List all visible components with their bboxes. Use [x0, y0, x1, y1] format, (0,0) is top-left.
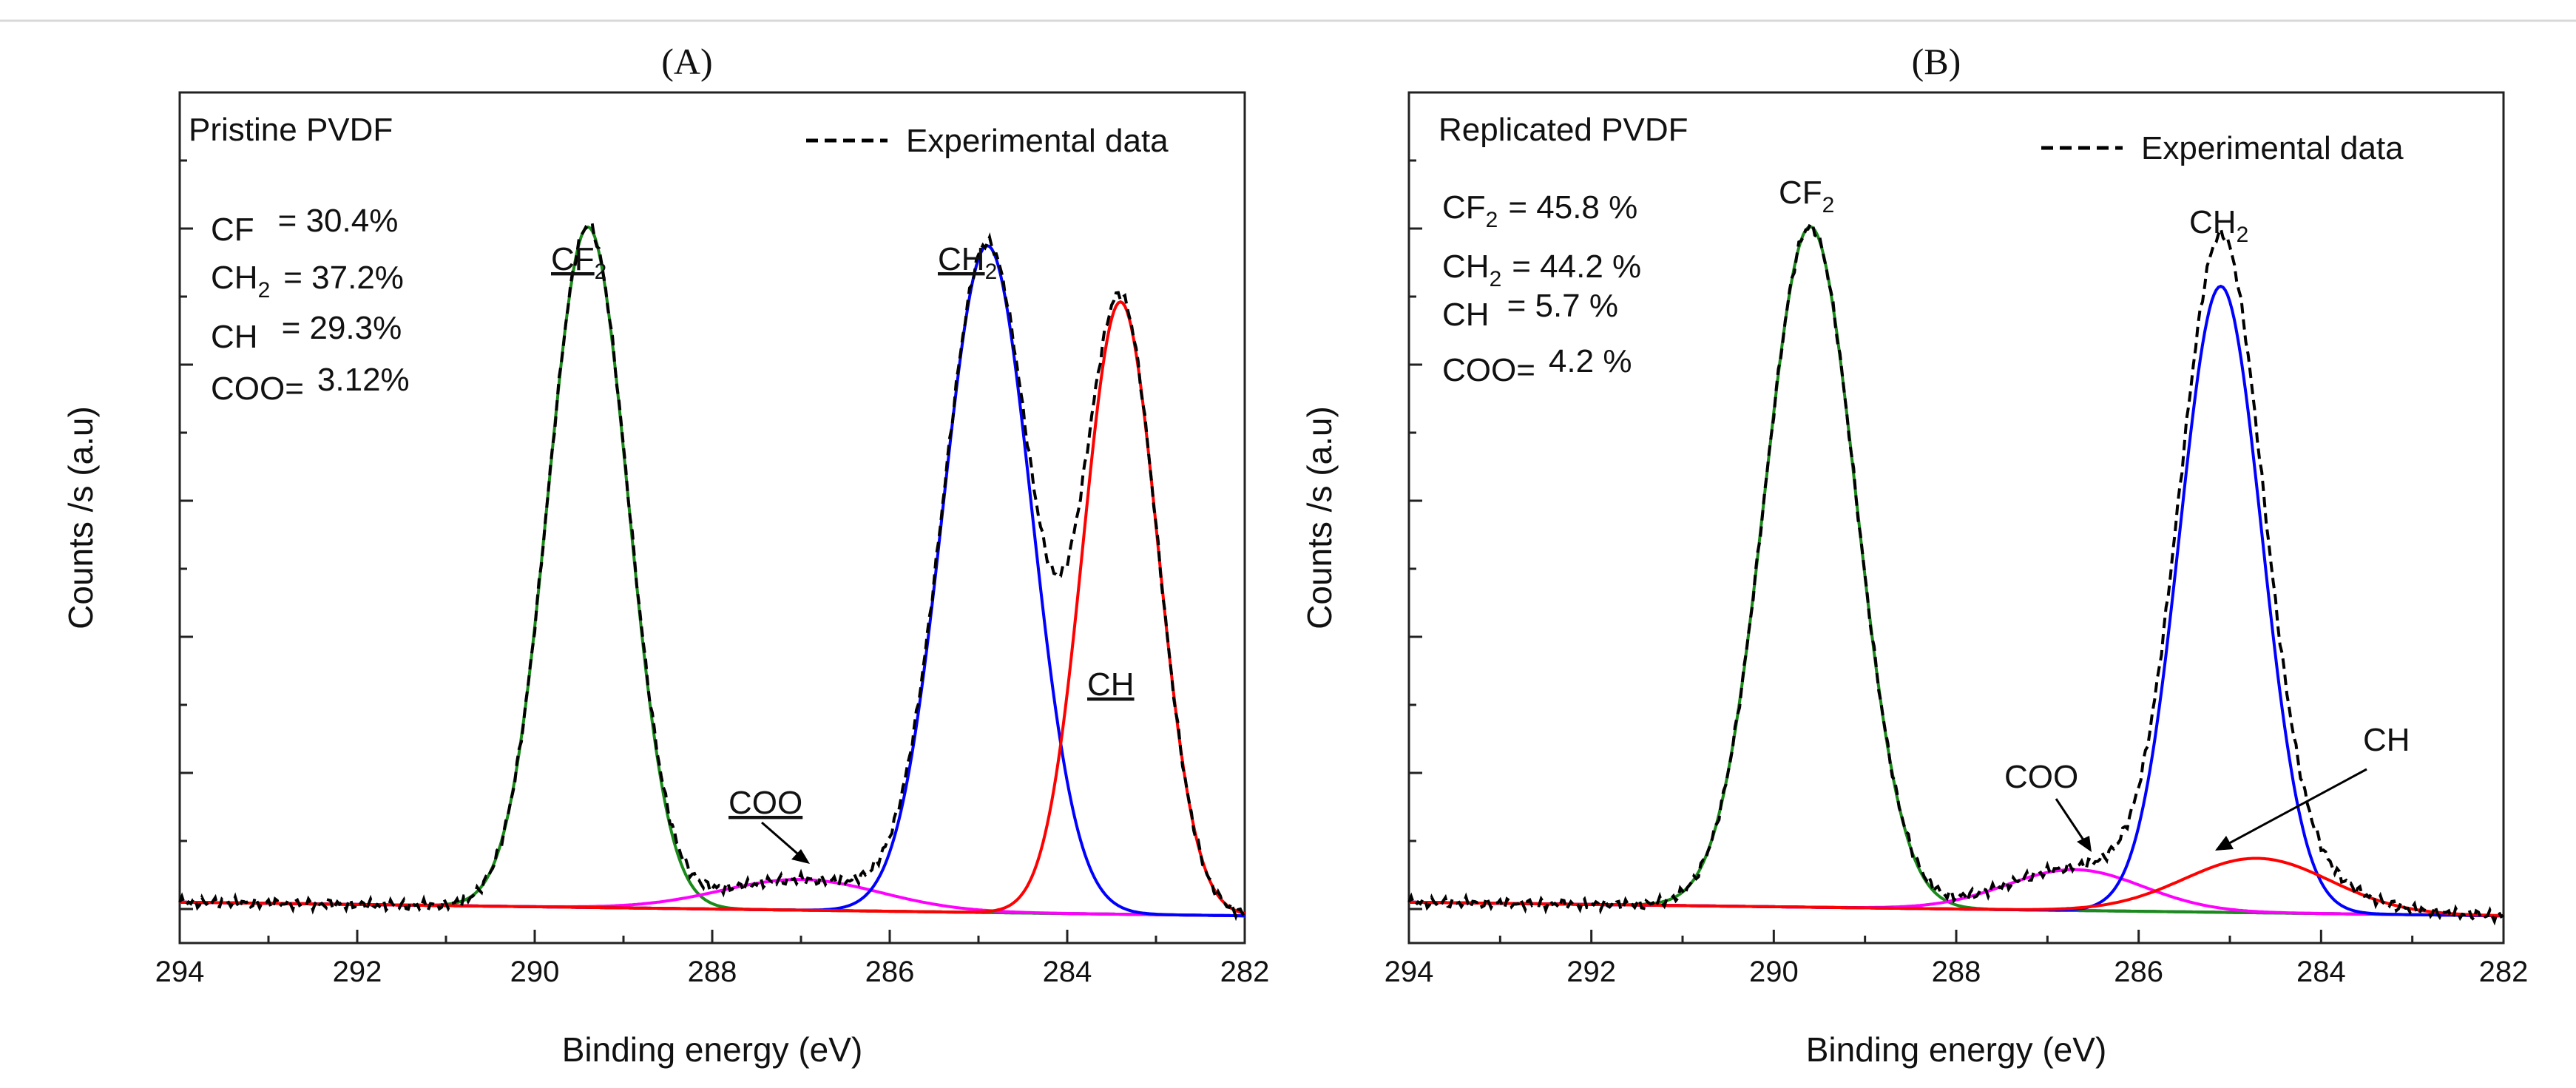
fit-curves [180, 225, 1245, 918]
peak-label-coo: COO [2004, 759, 2078, 795]
panel-b: (B) 294 292 290 288 286 284 282 Replicated PVD… [1300, 41, 2528, 1069]
experimental-data-line [1407, 222, 2505, 926]
x-axis-ticks: 294 292 290 288 286 284 282 [155, 930, 1270, 988]
composition-row: CF = 30.4% [211, 203, 398, 248]
peak-label-coo: COO [728, 785, 802, 821]
fit-curve-ch2 [1409, 284, 2504, 918]
peak-label-ch2: CH2 [938, 241, 997, 284]
x-tick-label: 292 [1566, 956, 1616, 988]
y-axis-title: Counts /s (a.u) [61, 406, 100, 629]
x-tick-label: 294 [1385, 956, 1434, 988]
x-tick-label: 288 [1932, 956, 1981, 988]
x-tick-label: 286 [2114, 956, 2163, 988]
ch-arrowhead [2215, 836, 2234, 851]
x-axis-ticks: 294 292 290 288 286 284 282 [1385, 930, 2529, 988]
x-tick-label: 286 [865, 956, 915, 988]
composition-row: CF2 = 45.8 % [1442, 189, 1637, 232]
y-axis-ticks [180, 159, 193, 910]
peak-label-ch: CH [2363, 722, 2410, 758]
panel-label: (A) [661, 41, 712, 82]
composition-row: CH = 29.3% [211, 310, 402, 355]
sample-name: Pristine PVDF [189, 112, 393, 148]
panel-a: (A) 294 292 290 288 286 284 282 Pristine PVDF … [61, 41, 1269, 1069]
coo-arrow [2055, 798, 2087, 844]
x-axis-title: Binding energy (eV) [1806, 1030, 2107, 1069]
x-tick-label: 284 [2296, 956, 2346, 988]
peak-label-ch: CH [1087, 666, 1135, 703]
x-axis-title: Binding energy (eV) [562, 1030, 863, 1069]
x-tick-label: 282 [2479, 956, 2529, 988]
composition-table: CF2 = 45.8 % CH2 = 44.2 % CH = 5.7 % COO= 4.… [1442, 189, 1641, 388]
fit-curve-cf2 [1409, 225, 2504, 918]
composition-row: COO= 4.2 % [1442, 343, 1632, 388]
x-tick-label: 288 [688, 956, 737, 988]
composition-row: CH2 = 44.2 % [1442, 249, 1641, 291]
peak-label-cf2: CF2 [551, 241, 606, 284]
legend-label: Experimental data [2141, 130, 2404, 166]
sample-name: Replicated PVDF [1439, 112, 1688, 148]
peak-label-cf2: CF2 [1779, 175, 1834, 217]
ch-arrow [2222, 768, 2367, 848]
x-tick-label: 284 [1043, 956, 1092, 988]
fit-curve-ch2 [180, 244, 1245, 918]
coo-arrow [761, 821, 803, 859]
x-tick-label: 294 [155, 956, 205, 988]
fit-curve-ch [1409, 856, 2504, 917]
x-tick-label: 282 [1220, 956, 1270, 988]
legend-label: Experimental data [906, 123, 1169, 159]
x-tick-label: 290 [1749, 956, 1799, 988]
x-tick-label: 290 [510, 956, 560, 988]
fit-curves [1409, 225, 2504, 918]
composition-row: CH = 5.7 % [1442, 288, 1618, 333]
y-axis-title: Counts /s (a.u) [1300, 406, 1339, 629]
x-tick-label: 292 [333, 956, 382, 988]
composition-table: CF = 30.4% CH2 = 37.2% CH = 29.3% COO= 3.12% [211, 203, 410, 407]
y-axis-ticks [1409, 159, 1422, 910]
peak-label-ch2: CH2 [2189, 204, 2248, 247]
composition-row: COO= 3.12% [211, 362, 410, 407]
fit-curve-ch [180, 300, 1245, 915]
coo-arrowhead [791, 849, 810, 864]
panel-label: (B) [1912, 41, 1961, 82]
coo-arrowhead [2077, 836, 2092, 852]
composition-row: CH2 = 37.2% [211, 260, 404, 303]
